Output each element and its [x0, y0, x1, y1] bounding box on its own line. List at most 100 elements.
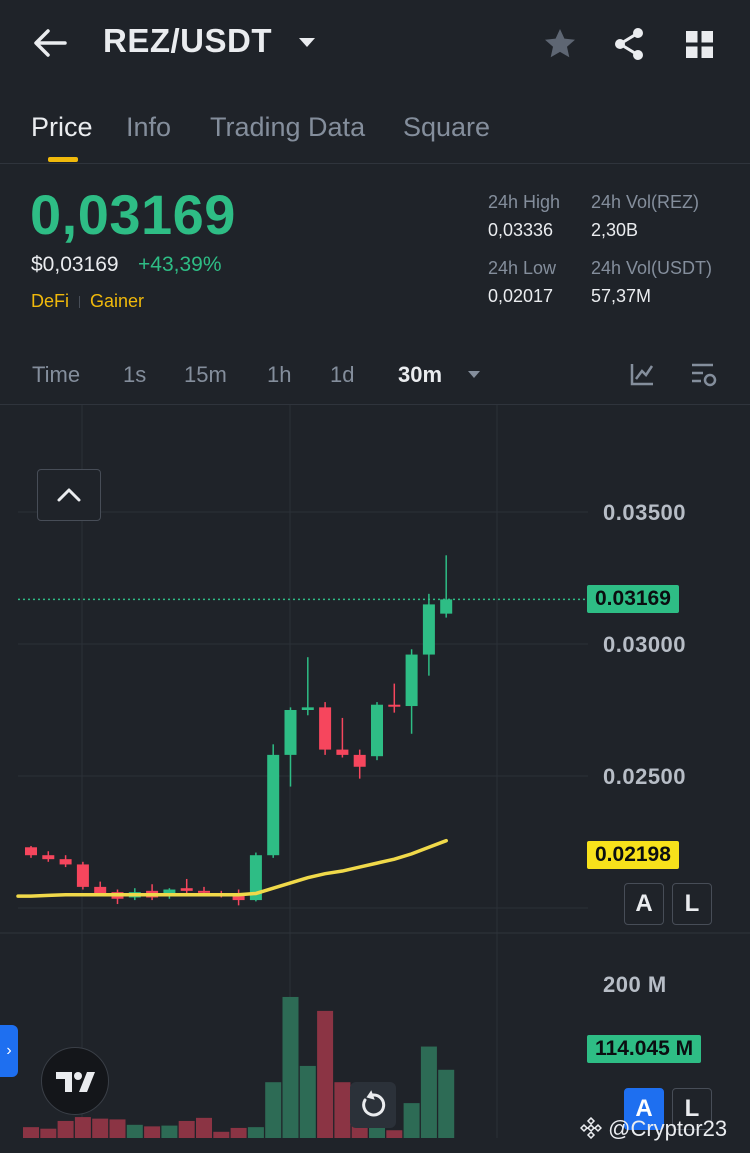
ma-price-tag: 0.02198: [587, 841, 679, 869]
candle-body: [388, 704, 401, 707]
reset-chart-button[interactable]: [350, 1082, 396, 1128]
interval-caret-icon[interactable]: [467, 370, 481, 379]
volume-bar: [23, 1127, 39, 1138]
volume-log-scale-button[interactable]: L: [672, 1088, 712, 1130]
tab-info[interactable]: Info: [126, 112, 172, 142]
volume-bar: [92, 1118, 109, 1138]
reset-icon: [362, 1090, 386, 1117]
last-price: 0,03169: [30, 183, 236, 246]
price-tick-label: 0.03000: [603, 632, 687, 657]
current-price-tag: 0.03169: [587, 585, 679, 613]
volume-bar: [334, 1082, 351, 1138]
candle-body: [405, 654, 418, 707]
candle-body: [94, 886, 107, 894]
candle-body: [25, 847, 37, 856]
high-value: 0,03336: [488, 220, 554, 240]
interval-30m[interactable]: 30m: [398, 362, 443, 387]
vol-quote-label: 24h Vol(USDT): [591, 258, 713, 278]
chevron-right-icon: ›: [6, 1042, 12, 1059]
interval-1h[interactable]: 1h: [267, 362, 292, 387]
chevron-up-icon: [57, 488, 81, 502]
tradingview-logo[interactable]: [41, 1047, 109, 1115]
candle-body: [319, 707, 332, 750]
watermark: @Cryptor23: [579, 1116, 728, 1142]
tag-defi[interactable]: DeFi: [31, 291, 70, 311]
side-panel-handle[interactable]: ›: [0, 1025, 18, 1077]
candle-body: [76, 864, 89, 887]
intervals-divider: [0, 404, 750, 405]
candle-body: [422, 604, 435, 655]
volume-bar: [74, 1117, 91, 1138]
watermark-text: @Cryptor23: [608, 1116, 728, 1141]
pair-title[interactable]: REZ/USDT: [103, 22, 272, 59]
volume-bar: [40, 1128, 57, 1138]
current-volume-tag: 114.045 M: [587, 1035, 702, 1063]
candle-body: [163, 889, 176, 897]
tabs-divider: [0, 163, 750, 164]
candle-body: [336, 749, 349, 755]
tab-trading-data[interactable]: Trading Data: [210, 112, 366, 142]
volume-bar: [386, 1130, 403, 1138]
candle-body: [198, 890, 210, 893]
tag-separator: [79, 296, 80, 308]
volume-bar: [57, 1120, 74, 1138]
vol-quote-value: 57,37M: [591, 286, 652, 306]
vol-base-label: 24h Vol(REZ): [591, 192, 700, 212]
volume-bar: [213, 1131, 230, 1138]
volume-bar: [265, 1082, 282, 1138]
interval-15m[interactable]: 15m: [184, 362, 227, 387]
share-icon[interactable]: [613, 27, 645, 61]
log-scale-button[interactable]: L: [672, 883, 712, 925]
vol-base-value: 2,30B: [591, 220, 639, 240]
interval-1s[interactable]: 1s: [123, 362, 147, 387]
interval-time[interactable]: Time: [32, 362, 81, 387]
volume-bar: [230, 1127, 247, 1138]
high-label: 24h High: [488, 192, 561, 212]
tab-square[interactable]: Square: [403, 112, 491, 142]
candle-body: [440, 599, 453, 614]
price-change-percent: +43,39%: [138, 253, 222, 276]
usd-price: $0,03169: [31, 253, 119, 276]
tradingview-icon: [56, 1072, 95, 1092]
candle-body: [42, 855, 55, 860]
volume-bar: [438, 1069, 455, 1138]
price-tick-label: 0.03500: [603, 500, 687, 525]
volume-bar: [144, 1126, 161, 1138]
candle-body: [232, 894, 245, 901]
active-tab-indicator: [48, 157, 78, 162]
dropdown-caret-icon[interactable]: [298, 37, 316, 49]
candle-body: [353, 754, 366, 767]
volume-bar: [126, 1124, 143, 1138]
binance-icon: [579, 1116, 603, 1140]
candle-body: [180, 888, 193, 891]
tag-gainer[interactable]: Gainer: [90, 291, 145, 311]
interval-1d[interactable]: 1d: [330, 362, 355, 387]
volume-bar: [196, 1117, 212, 1138]
candle-body: [249, 855, 262, 901]
candle-body: [59, 859, 72, 865]
candle-body: [371, 704, 383, 757]
price-tick-label: 0.02500: [603, 764, 687, 789]
chart-settings-icon[interactable]: [691, 362, 717, 388]
volume-bar: [161, 1125, 178, 1138]
volume-bar: [299, 1065, 316, 1138]
volume-bar: [178, 1120, 195, 1138]
low-value: 0,02017: [488, 286, 554, 306]
scroll-up-button[interactable]: [37, 469, 101, 521]
volume-tick-label: 200 M: [603, 972, 667, 997]
tab-price[interactable]: Price: [31, 112, 93, 142]
volume-bar: [317, 1010, 334, 1138]
back-arrow-icon[interactable]: [33, 28, 67, 58]
candle-body: [301, 707, 314, 710]
grid-apps-icon[interactable]: [686, 31, 713, 58]
indicator-icon[interactable]: [630, 362, 654, 386]
volume-bar: [247, 1127, 264, 1138]
low-label: 24h Low: [488, 258, 557, 278]
volume-bar: [282, 996, 299, 1138]
volume-bar: [109, 1119, 126, 1138]
moving-average-line: [16, 838, 448, 898]
candle-body: [284, 710, 297, 755]
volume-auto-scale-button[interactable]: A: [624, 1088, 664, 1130]
star-icon[interactable]: [544, 28, 576, 59]
auto-scale-button[interactable]: A: [624, 883, 664, 925]
